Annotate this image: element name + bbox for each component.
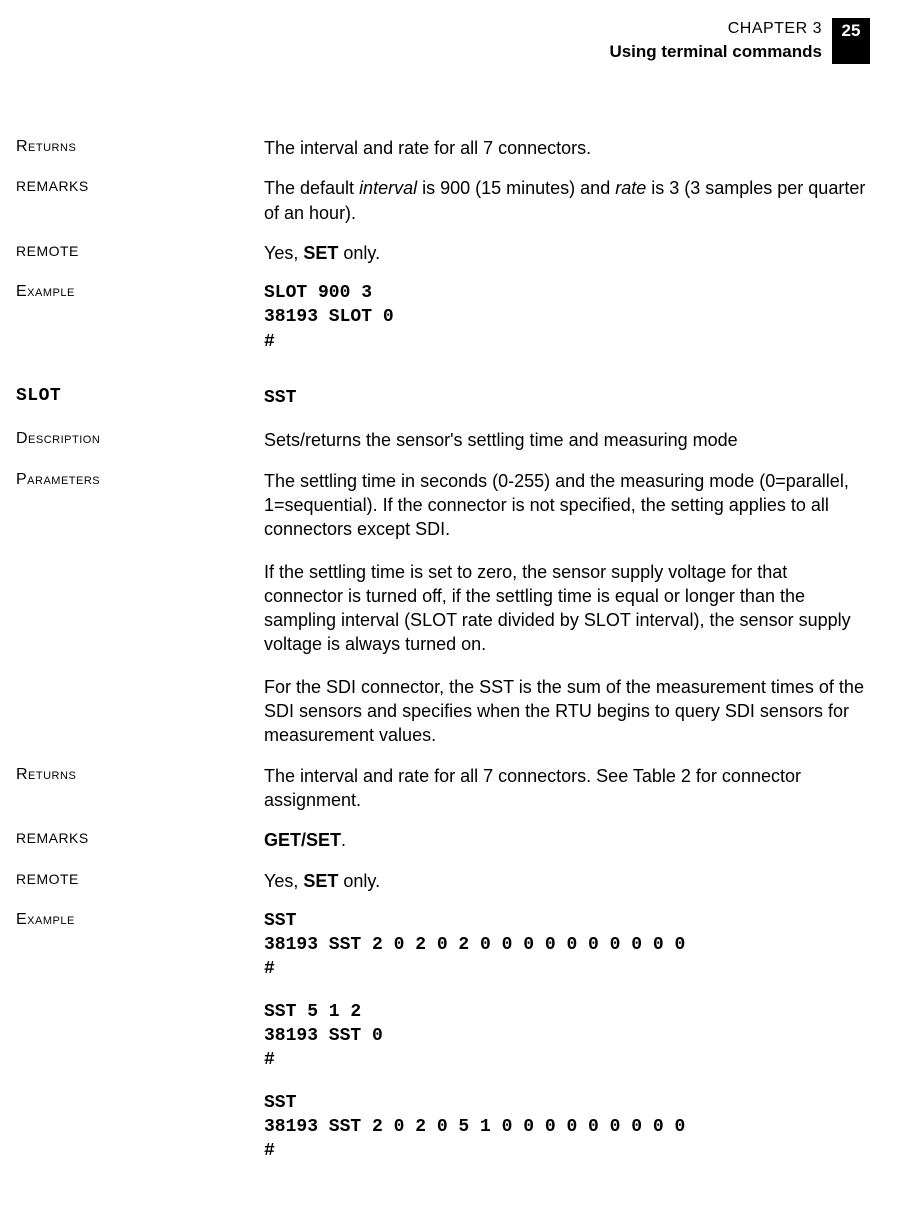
page-header: CHAPTER 3 Using terminal commands 25 xyxy=(16,18,870,64)
row-label-text: Description xyxy=(16,430,100,447)
section-label: SLOT xyxy=(16,384,264,410)
row-label-text: Example xyxy=(16,283,75,300)
definition-row: REMOTE Yes, SET only. xyxy=(16,869,870,893)
code-block: SST 38193 SST 2 0 2 0 5 1 0 0 0 0 0 0 0 … xyxy=(264,1091,870,1164)
row-label-text: Returns xyxy=(16,138,76,155)
definition-row: Parameters The settling time in seconds (… xyxy=(16,469,870,748)
row-body: The default interval is 900 (15 minutes)… xyxy=(264,176,870,225)
row-label-text: REMARKS xyxy=(16,830,89,846)
code-block: SST 5 1 2 38193 SST 0 # xyxy=(264,1000,870,1073)
section-body: SST xyxy=(264,384,870,410)
row-body: The interval and rate for all 7 connecto… xyxy=(264,136,870,160)
row-body: Yes, SET only. xyxy=(264,869,870,893)
row-label: REMARKS xyxy=(16,828,264,852)
row-body: The settling time in seconds (0-255) and… xyxy=(264,469,870,748)
row-label-text: REMARKS xyxy=(16,178,89,194)
row-body: SST 38193 SST 2 0 2 0 2 0 0 0 0 0 0 0 0 … xyxy=(264,909,870,1164)
paragraph: If the settling time is set to zero, the… xyxy=(264,560,870,657)
header-text-block: CHAPTER 3 Using terminal commands xyxy=(609,18,832,62)
row-body: Sets/returns the sensor's settling time … xyxy=(264,428,870,452)
chapter-label: CHAPTER 3 xyxy=(609,20,822,38)
page-number-box: 25 xyxy=(832,18,870,64)
row-body: SLOT 900 3 38193 SLOT 0 # xyxy=(264,281,870,354)
page-number: 25 xyxy=(842,21,861,41)
slot-keyword: SLOT xyxy=(16,386,264,406)
row-label: REMOTE xyxy=(16,869,264,893)
definition-row: Example SST 38193 SST 2 0 2 0 2 0 0 0 0 0… xyxy=(16,909,870,1164)
definition-row: REMOTE Yes, SET only. xyxy=(16,241,870,265)
definition-row: Returns The interval and rate for all 7 c… xyxy=(16,764,870,813)
chapter-subtitle: Using terminal commands xyxy=(609,42,822,62)
row-label-text: Parameters xyxy=(16,471,100,488)
row-label: REMOTE xyxy=(16,241,264,265)
section-header-row: SLOT SST xyxy=(16,384,870,410)
row-label: Parameters xyxy=(16,469,264,748)
row-label-text: Returns xyxy=(16,766,76,783)
row-body: Yes, SET only. xyxy=(264,241,870,265)
paragraph: For the SDI connector, the SST is the su… xyxy=(264,675,870,748)
sst-keyword: SST xyxy=(264,388,296,408)
definition-row: Returns The interval and rate for all 7 c… xyxy=(16,136,870,160)
paragraph: The settling time in seconds (0-255) and… xyxy=(264,469,870,542)
content-block-1: Returns The interval and rate for all 7 c… xyxy=(16,136,870,354)
row-body: The interval and rate for all 7 connecto… xyxy=(264,764,870,813)
row-label: Description xyxy=(16,428,264,452)
row-label-text: Example xyxy=(16,911,75,928)
row-label: Example xyxy=(16,909,264,1164)
row-label: Example xyxy=(16,281,264,354)
definition-row: REMARKS GET/SET. xyxy=(16,828,870,852)
code-block: SLOT 900 3 38193 SLOT 0 # xyxy=(264,281,870,354)
definition-row: REMARKS The default interval is 900 (15 m… xyxy=(16,176,870,225)
code-block: SST 38193 SST 2 0 2 0 2 0 0 0 0 0 0 0 0 … xyxy=(264,909,870,982)
row-label: Returns xyxy=(16,136,264,160)
definition-row: Description Sets/returns the sensor's set… xyxy=(16,428,870,452)
row-label-text: REMOTE xyxy=(16,871,79,887)
row-body: GET/SET. xyxy=(264,828,870,852)
definition-row: Example SLOT 900 3 38193 SLOT 0 # xyxy=(16,281,870,354)
row-label: Returns xyxy=(16,764,264,813)
row-label-text: REMOTE xyxy=(16,243,79,259)
content-block-2: Description Sets/returns the sensor's set… xyxy=(16,428,870,1163)
row-label: REMARKS xyxy=(16,176,264,225)
page-container: CHAPTER 3 Using terminal commands 25 Ret… xyxy=(0,0,910,1220)
